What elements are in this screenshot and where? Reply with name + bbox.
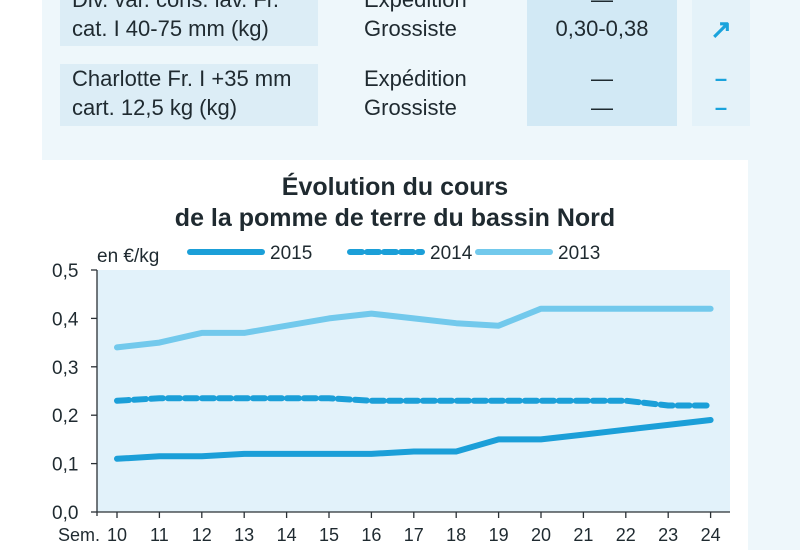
trend-column-bg (692, 0, 750, 126)
trend-dash-icon: – (692, 0, 750, 10)
product-name-line: cart. 12,5 kg (kg) (72, 95, 238, 120)
series-line-2015 (114, 417, 714, 462)
x-tick-label: 19 (489, 525, 509, 545)
market-type: Grossiste (364, 16, 457, 41)
market-type: Expédition (364, 0, 467, 14)
price-value: — (527, 0, 677, 14)
series-line-2013 (114, 305, 714, 351)
x-tick-label: 22 (616, 525, 636, 545)
x-tick-label: 23 (658, 525, 678, 545)
product-name-line: Charlotte Fr. I +35 mm (72, 66, 292, 91)
legend-label-2013: 2013 (558, 243, 600, 264)
price-value: — (591, 95, 613, 120)
x-tick-label: 24 (701, 525, 721, 545)
chart-title-line-1: Évolution du cours (281, 173, 509, 201)
product-cell (60, 0, 318, 46)
trend-up-arrow-icon: ↗ (710, 14, 732, 44)
series-line-2014 (114, 395, 714, 409)
x-tick-label: 10 (107, 525, 127, 545)
price-table: Div. var. cons. lav. Fr. cat. I 40-75 mm… (42, 0, 750, 126)
y-tick-label: 0,5 (52, 261, 78, 282)
x-tick-label: 17 (404, 525, 424, 545)
y-unit-label: en €/kg (97, 246, 159, 267)
product-name-line: cat. I 40-75 mm (kg) (72, 16, 269, 41)
trend-dash-icon: – (714, 95, 728, 120)
x-tick-label: 13 (234, 525, 254, 545)
y-tick-label: 0,3 (52, 358, 78, 379)
y-tick-label: 0,4 (52, 309, 79, 330)
price-value: — (591, 66, 613, 91)
x-tick-label: 14 (277, 525, 297, 545)
product-cell (60, 64, 318, 126)
market-type: Grossiste (364, 95, 457, 120)
x-tick-label: 15 (319, 525, 339, 545)
legend-label-2015: 2015 (270, 243, 312, 264)
x-tick-label: 20 (531, 525, 551, 545)
x-tick-label: 18 (446, 525, 466, 545)
x-axis-prefix: Sem. (58, 525, 100, 545)
product-name-line: Div. var. cons. lav. Fr. (72, 0, 279, 14)
market-type: Expédition (364, 66, 467, 91)
x-tick-label: 21 (573, 525, 593, 545)
x-tick-label: 11 (150, 525, 169, 545)
y-tick-label: 0,2 (52, 406, 78, 427)
price-value: 0,30-0,38 (555, 16, 649, 41)
trend-dash-icon: – (714, 66, 728, 91)
table-row: Div. var. cons. lav. Fr. cat. I 40-75 mm… (42, 0, 750, 46)
y-tick-label: 0,1 (52, 455, 78, 476)
table-row: Charlotte Fr. I +35 mm cart. 12,5 kg (kg… (42, 64, 750, 126)
x-tick-label: 12 (192, 525, 212, 545)
chart-title-line-2: de la pomme de terre du bassin Nord (174, 204, 616, 232)
x-tick-label: 16 (361, 525, 381, 545)
y-tick-label: 0,0 (52, 503, 78, 524)
price-column-bg (527, 0, 677, 126)
legend-label-2014: 2014 (430, 243, 473, 264)
